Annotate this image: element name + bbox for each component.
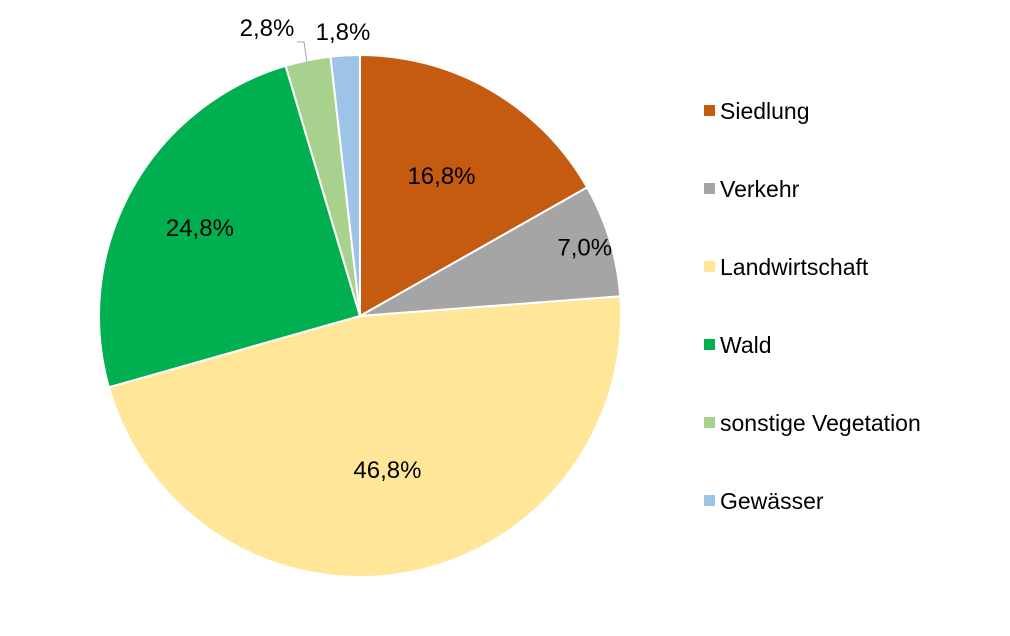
data-label-verkehr: 7,0% [557,235,612,262]
legend-label-verkehr: Verkehr [720,176,800,202]
data-label-siedlung: 16,8% [407,163,475,190]
legend-label-gewaesser: Gewässer [720,488,824,514]
legend: Siedlung Verkehr Landwirtschaft Wald sonstig… [704,98,921,514]
pie-slices [98,53,622,578]
data-label-landwirtschaft: 46,8% [353,457,421,484]
legend-label-siedlung: Siedlung [720,98,810,124]
data-label-sonstige-vegetation: 2,8% [240,15,295,42]
legend-label-landwirtschaft: Landwirtschaft [720,254,869,280]
legend-label-wald: Wald [720,332,772,358]
pie-slice-siedlung [359,53,589,318]
legend-swatch-sonstige-vegetation [704,417,715,428]
legend-swatch-verkehr [704,183,715,194]
legend-swatch-gewaesser [704,495,715,506]
pie-slice-gewaesser [329,53,361,317]
leader-line-sonstige-vegetation [297,41,308,63]
pie-slice-verkehr [359,186,622,317]
legend-label-sonstige-vegetation: sonstige Vegetation [720,410,921,436]
data-labels: 16,8% 7,0% 46,8% 24,8% 2,8% 1,8% [166,15,612,484]
legend-swatch-landwirtschaft [704,261,715,272]
data-label-gewaesser: 1,8% [316,19,371,46]
pie-slice-landwirtschaft [107,295,622,578]
legend-swatch-wald [704,339,715,350]
leader-lines [297,41,308,63]
data-label-wald: 24,8% [166,215,234,242]
legend-swatch-siedlung [704,105,715,116]
pie-slice-wald [98,64,362,389]
